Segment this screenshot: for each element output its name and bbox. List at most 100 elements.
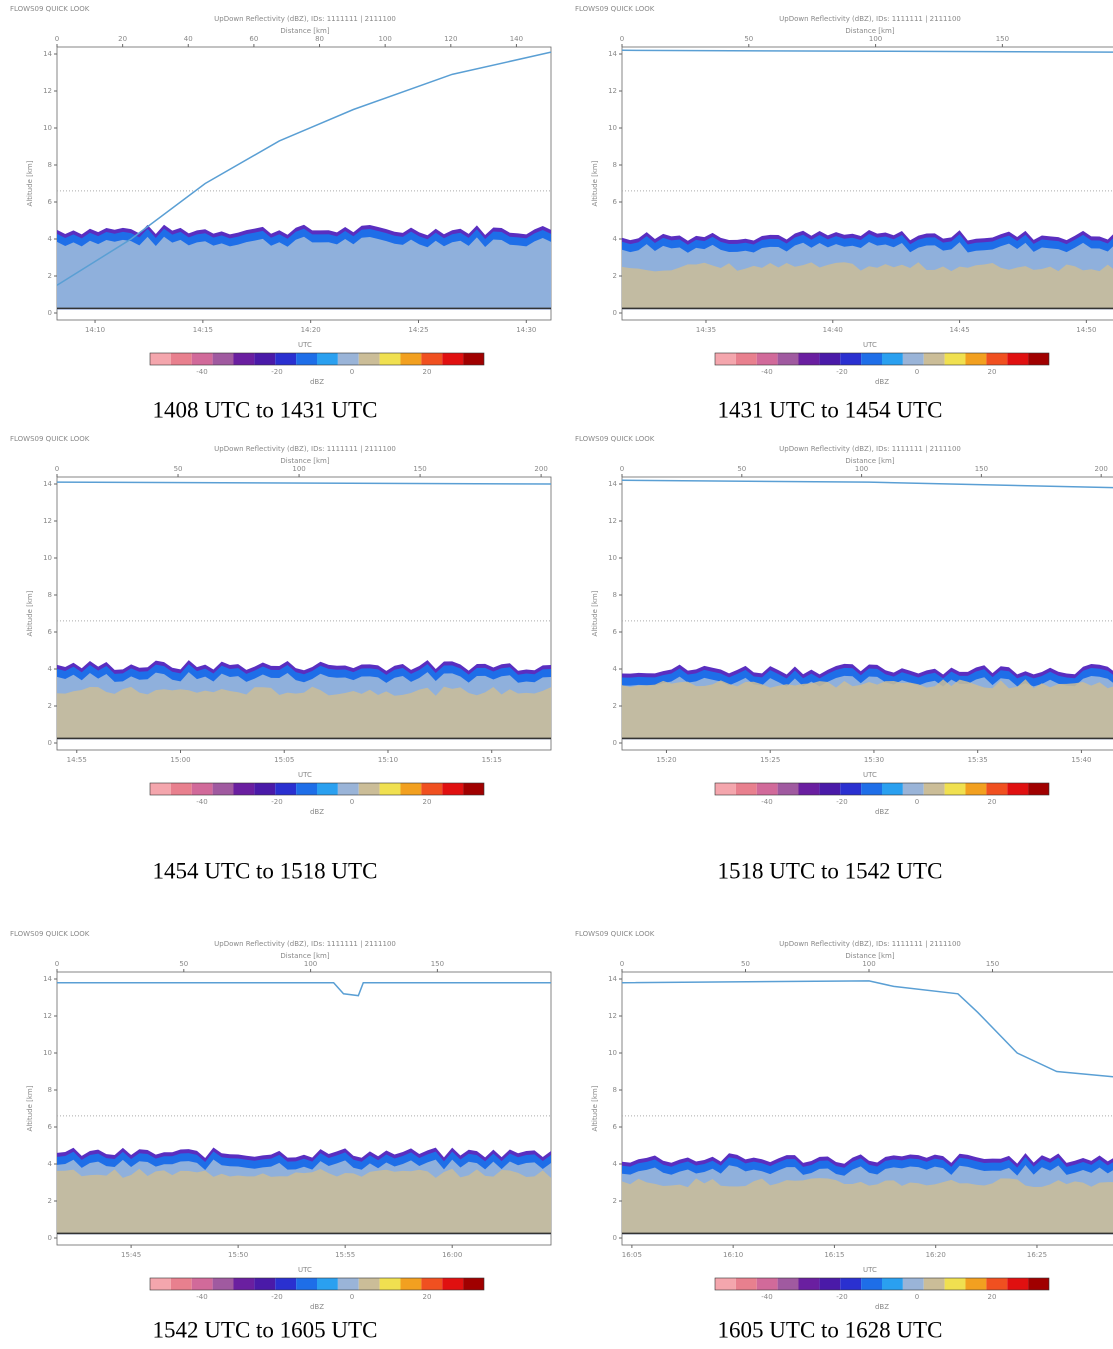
colorbar-cell: [965, 353, 987, 365]
y-tick-label: 6: [48, 198, 53, 206]
colorbar-frame: [149, 352, 485, 366]
distance-tick-label: 120: [444, 35, 457, 43]
y-tick-label: 0: [48, 1234, 52, 1242]
echo-tan: [622, 679, 1113, 740]
colorbar-cell: [944, 353, 966, 365]
y-tick-label: 4: [613, 665, 618, 673]
colorbar-cell: [965, 1278, 987, 1290]
panel-header: FLOWS09 QUICK LOOK: [575, 930, 655, 938]
colorbar-cell: [191, 783, 213, 795]
y-tick-label: 6: [48, 1123, 53, 1131]
colorbar-cell: [463, 353, 484, 365]
panel-title: UpDown Reflectivity (dBZ), IDs: 1111111 …: [779, 940, 961, 948]
colorbar-cell: [923, 353, 945, 365]
colorbar-tick-label: 0: [915, 1293, 919, 1301]
distance-label: Distance [km]: [280, 457, 329, 465]
time-tick-label: 15:30: [864, 756, 884, 764]
colorbar-cell: [715, 1278, 736, 1290]
echo-tan: [57, 686, 551, 740]
panel-header: FLOWS09 QUICK LOOK: [10, 5, 90, 13]
colorbar-tick-label: -40: [196, 368, 207, 376]
panel: FLOWS09 QUICK LOOK UpDown Reflectivity (d…: [575, 435, 1113, 883]
colorbar-cell: [986, 353, 1008, 365]
y-tick-label: 8: [48, 161, 52, 169]
y-tick-label: 12: [43, 517, 52, 525]
y-tick-label: 2: [613, 272, 617, 280]
colorbar-tick-label: -40: [196, 1293, 207, 1301]
colorbar-cell: [254, 353, 276, 365]
altitude-label: Altitude [km]: [591, 1085, 599, 1131]
colorbar-cell: [902, 1278, 924, 1290]
colorbar-cell: [735, 783, 757, 795]
colorbar-cell: [756, 353, 778, 365]
colorbar-tick-label: -20: [836, 1293, 847, 1301]
y-tick-label: 10: [608, 1049, 617, 1057]
distance-tick-label: 200: [534, 465, 547, 473]
colorbar-cell: [840, 783, 862, 795]
colorbar-cell: [254, 1278, 276, 1290]
colorbar-cell: [902, 783, 924, 795]
distance-tick-label: 100: [869, 35, 882, 43]
colorbar-cell: [358, 353, 380, 365]
colorbar-cell: [1007, 783, 1029, 795]
time-tick-label: 15:05: [274, 756, 294, 764]
distance-tick-label: 50: [179, 960, 188, 968]
caption: 1605 UTC to 1628 UTC: [718, 1317, 943, 1342]
distance-tick-label: 150: [986, 960, 999, 968]
colorbar-cell: [191, 1278, 213, 1290]
time-tick-label: 14:25: [408, 326, 428, 334]
y-tick-label: 6: [48, 628, 53, 636]
distance-tick-label: 100: [855, 465, 868, 473]
distance-tick-label: 140: [510, 35, 523, 43]
y-tick-label: 6: [613, 628, 618, 636]
time-tick-label: 14:10: [85, 326, 105, 334]
colorbar-tick-label: 0: [915, 368, 919, 376]
y-tick-label: 4: [48, 1160, 53, 1168]
y-tick-label: 4: [613, 1160, 618, 1168]
time-tick-label: 15:15: [482, 756, 502, 764]
y-tick-label: 8: [613, 1086, 617, 1094]
altitude-label: Altitude [km]: [26, 590, 34, 636]
echo-tan: [57, 1168, 551, 1235]
colorbar-tick-label: -40: [761, 1293, 772, 1301]
colorbar-cell: [317, 1278, 338, 1290]
colorbar-cell: [861, 1278, 882, 1290]
y-tick-label: 2: [48, 702, 52, 710]
panel-header: FLOWS09 QUICK LOOK: [10, 435, 90, 443]
y-tick-label: 0: [48, 739, 52, 747]
colorbar-cell: [296, 1278, 317, 1290]
y-tick-label: 2: [48, 1197, 52, 1205]
distance-tick-label: 0: [620, 465, 624, 473]
colorbar-cell: [1007, 1278, 1029, 1290]
time-label: UTC: [298, 1266, 312, 1274]
y-tick-label: 8: [48, 591, 52, 599]
colorbar-cell: [756, 783, 778, 795]
colorbar-tick-label: 20: [988, 1293, 997, 1301]
panel: FLOWS09 QUICK LOOK UpDown Reflectivity (d…: [575, 930, 1113, 1342]
y-tick-label: 4: [48, 665, 53, 673]
distance-tick-label: 100: [304, 960, 317, 968]
time-tick-label: 16:10: [723, 1251, 743, 1259]
distance-label: Distance [km]: [845, 457, 894, 465]
colorbar-cell: [798, 783, 820, 795]
colorbar-cell: [861, 353, 882, 365]
colorbar-cell: [275, 353, 297, 365]
distance-tick-label: 20: [118, 35, 127, 43]
colorbar-cell: [150, 783, 171, 795]
time-label: UTC: [298, 341, 312, 349]
colorbar-cell: [442, 353, 464, 365]
colorbar-tick-label: 0: [350, 1293, 354, 1301]
time-tick-label: 14:55: [67, 756, 87, 764]
y-tick-label: 14: [608, 480, 617, 488]
time-tick-label: 16:05: [622, 1251, 642, 1259]
caption: 1542 UTC to 1605 UTC: [153, 1317, 378, 1342]
distance-tick-label: 50: [737, 465, 746, 473]
y-tick-label: 0: [613, 1234, 617, 1242]
distance-label: Distance [km]: [280, 952, 329, 960]
time-label: UTC: [863, 771, 877, 779]
time-label: UTC: [863, 341, 877, 349]
y-tick-label: 2: [613, 1197, 617, 1205]
colorbar-cell: [317, 353, 338, 365]
colorbar-cell: [777, 353, 799, 365]
